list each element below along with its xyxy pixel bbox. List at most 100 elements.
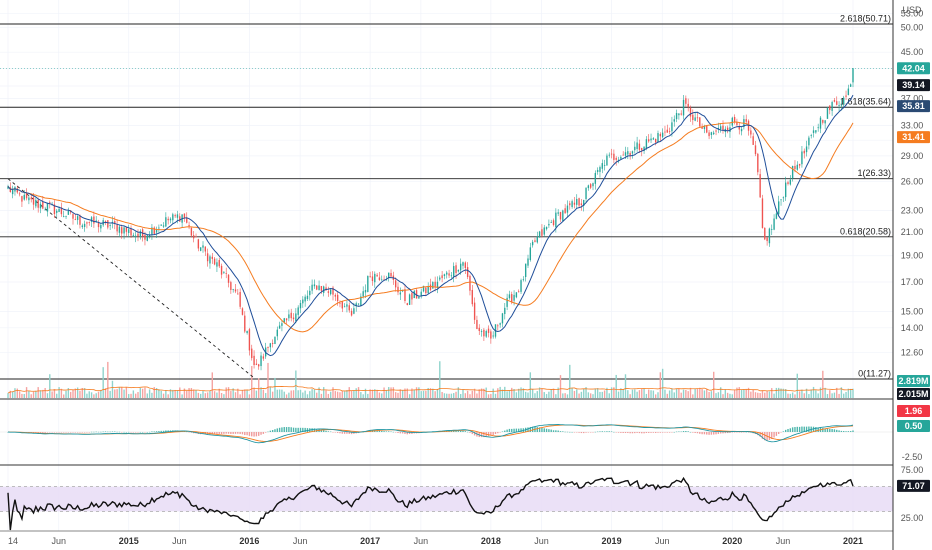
macd-histogram-bar — [527, 427, 529, 432]
candle-body — [487, 328, 490, 333]
macd-histogram-bar — [536, 427, 538, 432]
candle-body — [589, 184, 592, 188]
macd-histogram-bar — [211, 432, 213, 435]
macd-histogram-bar — [501, 431, 504, 432]
volume-bar — [176, 390, 179, 398]
macd-histogram-bar — [93, 431, 95, 433]
macd-histogram-bar — [141, 431, 144, 433]
volume-bar — [627, 390, 629, 398]
volume-bar — [659, 372, 662, 398]
macd-histogram-bar — [118, 431, 121, 433]
macd-histogram-bar — [717, 432, 720, 434]
macd-histogram-bar — [295, 427, 297, 432]
macd-histogram-bar — [469, 432, 471, 433]
candle-body — [520, 280, 522, 292]
macd-histogram-bar — [281, 427, 283, 432]
macd-histogram-bar — [218, 432, 220, 434]
macd-histogram-bar — [643, 432, 645, 434]
macd-histogram-bar — [559, 431, 562, 432]
candle-body — [18, 193, 21, 195]
macd-pane[interactable] — [0, 424, 893, 444]
candle-body — [789, 179, 792, 185]
macd-histogram-bar — [657, 432, 659, 433]
volume-bar — [766, 390, 768, 398]
macd-histogram-bar — [383, 431, 385, 432]
volume-bar — [740, 389, 743, 398]
macd-histogram-bar — [715, 432, 717, 435]
macd-histogram-bar — [784, 429, 787, 432]
volume-bar — [798, 391, 801, 398]
volume-bar — [453, 393, 455, 398]
macd-histogram-bar — [83, 432, 86, 433]
candle-body — [130, 228, 132, 236]
volume-bar — [782, 388, 785, 398]
candle-body — [374, 273, 376, 283]
volume-bar — [571, 387, 573, 398]
price-pane[interactable]: 2.618(50.71) 1.618(35.64) 1(26.33) 0.618(20… — [0, 0, 893, 531]
volume-bar — [49, 374, 51, 398]
volume-bar — [432, 388, 434, 398]
candle-body — [190, 227, 193, 236]
fibonacci-levels: 2.618(50.71) 1.618(35.64) 1(26.33) 0.618(20… — [0, 14, 893, 380]
volume-bar — [209, 390, 211, 398]
volume-bar — [7, 393, 9, 398]
candle-body — [237, 293, 239, 295]
volume-bar — [580, 391, 583, 398]
candle-body — [555, 212, 557, 228]
volume-bar — [717, 392, 720, 398]
volume-bar — [169, 389, 172, 398]
volume-bar — [367, 393, 369, 398]
volume-bar — [357, 387, 360, 398]
macd-histogram-bar — [787, 428, 789, 432]
candle-body — [750, 130, 752, 135]
macd-histogram-bar — [158, 431, 160, 432]
candle-body — [283, 318, 285, 323]
volume-bar — [476, 393, 478, 398]
volume-bar — [411, 388, 413, 398]
rsi-pane[interactable] — [0, 476, 893, 531]
candle-body — [624, 152, 627, 156]
volume-bar — [687, 391, 689, 398]
candle-body — [608, 154, 610, 156]
candle-body — [369, 276, 371, 278]
candle-body — [179, 216, 181, 222]
volume-bar — [641, 388, 643, 398]
candle-body — [715, 130, 717, 132]
volume-bar — [527, 392, 529, 398]
volume-bar — [93, 394, 95, 398]
volume-bar — [545, 394, 548, 398]
candle-body — [7, 186, 9, 189]
candle-body — [573, 202, 576, 205]
candle-body — [650, 138, 652, 141]
candle-body — [415, 290, 418, 299]
macd-histogram-bar — [724, 432, 727, 434]
macd-histogram-bar — [348, 432, 350, 434]
candle-body — [657, 133, 659, 143]
candle-body — [11, 189, 14, 195]
volume-bar — [427, 387, 429, 398]
candle-body — [332, 287, 334, 295]
candle-body — [121, 227, 123, 234]
time-axis-tick-label: 2019 — [602, 536, 622, 546]
candle-body — [357, 303, 360, 305]
volume-bar — [341, 390, 343, 398]
time-gridlines — [7, 0, 854, 531]
macd-histogram-bar — [666, 432, 668, 433]
candle-body — [754, 145, 757, 155]
candle-body — [471, 289, 473, 305]
volume-bar — [666, 393, 668, 398]
volume-bar — [738, 387, 740, 398]
macd-histogram-bar — [578, 432, 580, 433]
macd-histogram-bar — [155, 431, 158, 432]
candle-body — [522, 279, 525, 281]
macd-histogram-bar — [165, 430, 167, 432]
candle-body — [343, 306, 346, 308]
candle-body — [692, 114, 694, 120]
volume-bar — [562, 393, 564, 398]
volume-bar — [21, 393, 23, 398]
candle-body — [241, 308, 244, 315]
macd-histogram-bar — [457, 431, 460, 432]
macd-histogram-bar — [276, 428, 278, 432]
time-axis-tick-label: Jun — [655, 536, 670, 546]
